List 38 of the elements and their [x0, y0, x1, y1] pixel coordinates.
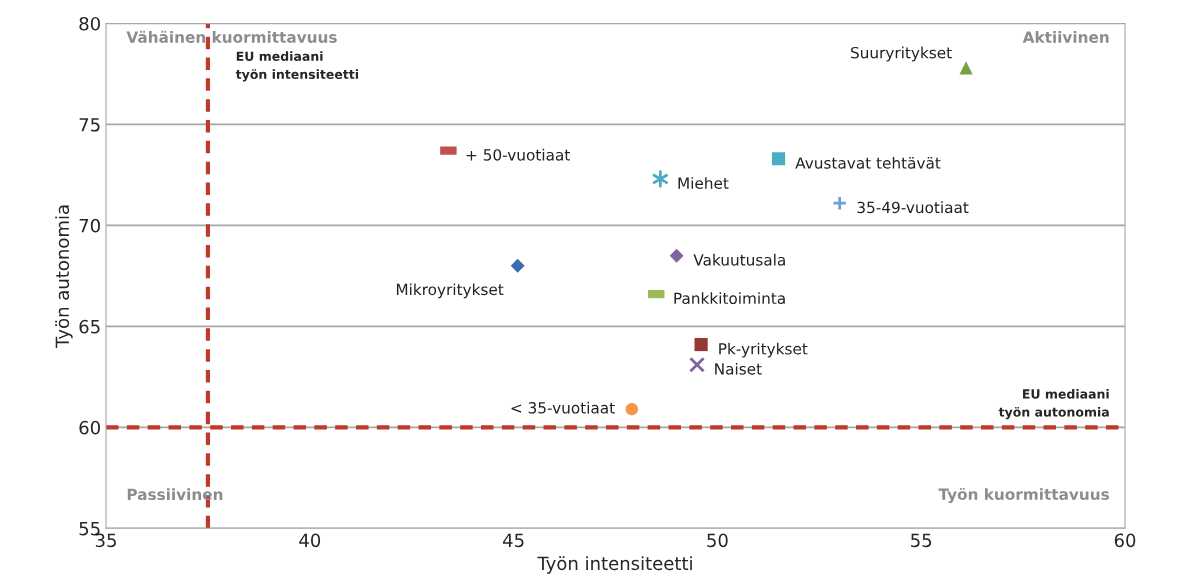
- annotation: Aktiivinen: [1022, 31, 1109, 43]
- ref-line-label: EU mediaani työn intensiteetti: [235, 51, 359, 82]
- point: [694, 337, 708, 352]
- series-label: Naiset: [715, 362, 762, 375]
- series-label: + 50-vuotiaat: [466, 148, 570, 161]
- series-label: Suuryritykset: [851, 46, 952, 62]
- annotation: Työn kuormittavuus: [938, 487, 1109, 504]
- x-tick-label: 60: [1114, 533, 1136, 548]
- point: [771, 152, 786, 166]
- series-label: Pk-yritykset: [719, 342, 808, 358]
- series-label: Vakuutusala: [693, 253, 785, 266]
- series-label: Avustavat tehtävät: [795, 156, 941, 169]
- point: [832, 195, 848, 211]
- point: [510, 258, 525, 273]
- series-label: Mikroyritykset: [396, 283, 504, 299]
- y-tick-label: 75: [79, 118, 100, 132]
- annotation: Vähäinen kuormittavuus: [126, 30, 337, 43]
- y-tick-label: 80: [79, 16, 100, 31]
- series-label: Miehet: [678, 177, 729, 189]
- y-tick-label: 60: [79, 420, 100, 435]
- series-label: 35-49-vuotiaat: [857, 201, 969, 214]
- y-tick-label: 70: [79, 218, 100, 233]
- point: [625, 402, 639, 416]
- x-axis-title: Työn intensiteetti: [537, 556, 692, 574]
- series-label: Pankkitoiminta: [674, 292, 785, 305]
- x-tick-label: 50: [707, 533, 728, 548]
- point: [669, 248, 684, 263]
- y-tick-label: 65: [79, 319, 100, 334]
- ref-line-label: EU mediaani työn autonomia: [998, 388, 1109, 420]
- x-tick-label: 40: [299, 533, 321, 548]
- point: [959, 61, 973, 75]
- y-axis-title: Työn autonomia: [55, 205, 73, 348]
- series-label: < 35-vuotiaat: [511, 401, 615, 414]
- x-tick-label: 45: [503, 533, 524, 548]
- x-tick-label: 55: [911, 533, 932, 548]
- point: [652, 170, 669, 188]
- point: [689, 356, 705, 373]
- annotation: Passiivinen: [127, 488, 223, 501]
